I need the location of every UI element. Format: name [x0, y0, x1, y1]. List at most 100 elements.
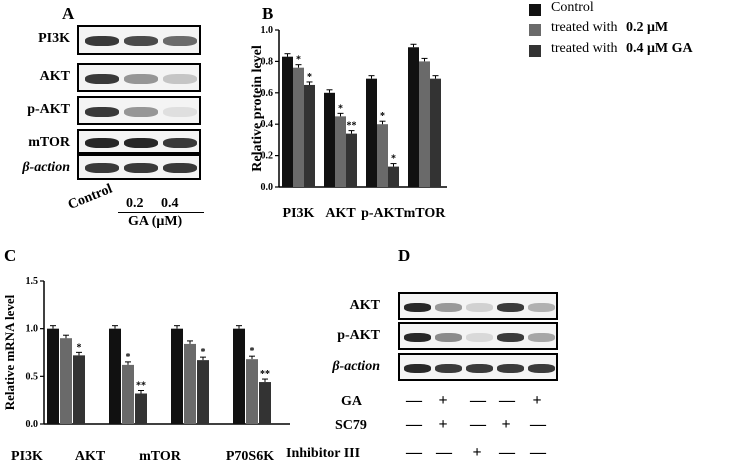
panel-b-y-tick-label: 0.2: [261, 151, 274, 162]
panel-c-bar: [197, 360, 209, 424]
panel-d-row-label: p-AKT: [337, 328, 380, 343]
panel-c-bar: [233, 328, 245, 424]
panel-b-significance: **: [347, 121, 357, 132]
panel-c-y-tick-label: 0.0: [26, 419, 39, 430]
legend-dose04-prefix: treated with: [551, 41, 618, 56]
panel-c-category-label: AKT: [75, 449, 106, 464]
panel-c-y-tick-label: 1.5: [26, 276, 39, 287]
panel-c-y-tick-label: 0.5: [26, 371, 39, 382]
panel-d-band: [466, 364, 493, 373]
panel-c-significance: *: [250, 346, 255, 357]
panel-d-band: [497, 333, 524, 342]
panel-c-bar: [135, 393, 147, 424]
panel-d-sign: —: [499, 392, 515, 409]
panel-d-condition-label: GA: [341, 394, 362, 409]
panel-a-blot-strip: [77, 154, 201, 180]
panel-c-bar: [109, 328, 121, 424]
panel-a-row-label: β-action: [22, 160, 70, 175]
panel-c-bar: [73, 355, 85, 424]
panel-d-sign: +: [532, 392, 542, 409]
panel-a-band: [124, 36, 158, 46]
panel-a-band: [85, 106, 119, 117]
panel-b-bar: [419, 61, 430, 187]
panel-c-y-tick-label: 1.0: [26, 324, 39, 335]
panel-a-band: [163, 73, 197, 84]
panel-d-sign: —: [406, 392, 422, 409]
panel-b-category-label: p-AKT: [361, 206, 404, 221]
panel-d-sign: +: [438, 392, 448, 409]
panel-c-category-label: PI3K: [11, 449, 43, 464]
panel-c-bar: [60, 338, 72, 424]
panel-a-band: [163, 137, 197, 148]
panel-b-bar: [335, 116, 346, 187]
panel-a-row-label: p-AKT: [27, 102, 70, 117]
panel-a-band: [124, 106, 158, 117]
panel-b-bar: [408, 47, 419, 187]
panel-a-band: [85, 137, 119, 148]
panel-a-blot-strip: [77, 96, 201, 125]
panel-c-significance: *: [201, 347, 206, 358]
panel-b-bar: [388, 166, 399, 187]
panel-c-significance: **: [136, 380, 146, 391]
panel-d-band: [404, 364, 431, 373]
panel-d-band: [404, 333, 431, 342]
panel-d-band: [528, 303, 555, 312]
panel-a-row-label: AKT: [39, 69, 70, 84]
panel-d-sign: +: [438, 416, 448, 433]
panel-d-sign: —: [530, 444, 546, 461]
panel-b-significance: *: [380, 111, 385, 122]
panel-d-band: [497, 303, 524, 312]
panel-a-band: [163, 106, 197, 117]
panel-d-sign: —: [470, 392, 486, 409]
panel-b-bar: [282, 56, 293, 187]
panel-a-band: [163, 36, 197, 46]
panel-c-significance: **: [260, 369, 270, 380]
panel-d-blot-strip: [398, 353, 558, 381]
panel-letter-a: A: [62, 4, 75, 23]
panel-a-blot-strip: [77, 25, 201, 55]
panel-c-significance: *: [77, 342, 82, 353]
panel-b-category-label: PI3K: [283, 206, 315, 221]
panel-d-band: [466, 333, 493, 342]
panel-a-band: [85, 73, 119, 84]
panel-b-bar: [324, 92, 335, 187]
panel-d-sign: —: [470, 416, 486, 433]
panel-d-sign: +: [472, 444, 482, 461]
panel-b-category-label: mTOR: [404, 206, 447, 221]
panel-c-y-label: Relative mRNA level: [2, 294, 17, 410]
panel-a-band: [85, 36, 119, 46]
panel-d-band: [435, 303, 462, 312]
panel-d-band: [497, 364, 524, 373]
panel-b-significance: *: [391, 154, 396, 165]
panel-c-bar: [246, 359, 258, 424]
legend-swatch-control: [529, 4, 541, 16]
panel-c-bar: [122, 364, 134, 424]
panel-d-band: [528, 364, 555, 373]
panel-c-bar: [184, 343, 196, 424]
panel-c-category-label: mTOR: [139, 449, 182, 464]
panel-d-sign: —: [436, 444, 452, 461]
panel-d-sign: —: [530, 416, 546, 433]
legend-control: Control: [551, 0, 594, 15]
panel-d-band: [528, 333, 555, 342]
panel-b-y-label: Relative protein level: [250, 45, 265, 172]
panel-a-band: [124, 73, 158, 84]
panel-a-ga-unit: GA (μM): [128, 214, 183, 229]
panel-b-significance: *: [296, 55, 301, 66]
panel-letter-c: C: [4, 246, 17, 265]
panel-d-condition-label: Inhibitor III: [286, 446, 361, 461]
panel-a-dose-1: 0.2: [126, 196, 144, 211]
panel-d-band: [466, 303, 493, 312]
legend-swatch-dose04: [529, 45, 541, 57]
panel-letter-b: B: [262, 4, 274, 23]
panel-a-band: [124, 137, 158, 148]
panel-d-blot-strip: [398, 322, 558, 350]
panel-d-sign: —: [406, 444, 422, 461]
panel-b-bar: [346, 133, 357, 187]
panel-a-row-label: PI3K: [38, 31, 70, 46]
panel-a-blot-strip: [77, 63, 201, 92]
panel-d-condition-label: SC79: [335, 418, 367, 433]
panel-a-control-label: Control: [66, 181, 115, 213]
panel-d-sign: —: [499, 444, 515, 461]
